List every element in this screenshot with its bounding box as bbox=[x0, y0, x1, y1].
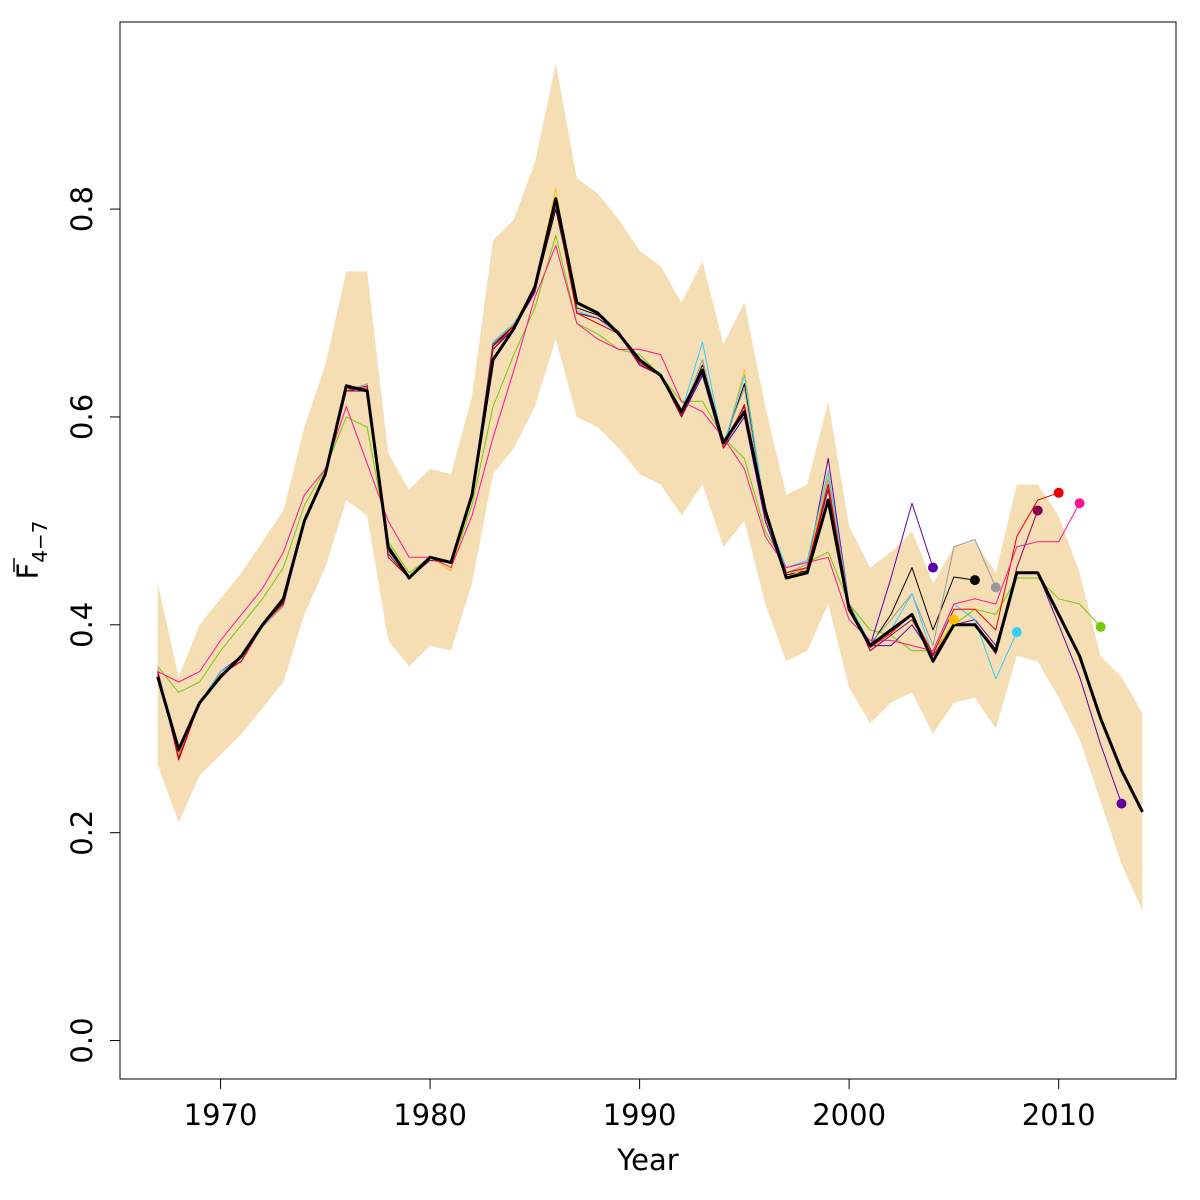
x-tick-label: 2010 bbox=[1022, 1098, 1096, 1132]
series-end-point-9 bbox=[1032, 505, 1043, 516]
x-tick-label: 2000 bbox=[812, 1098, 886, 1132]
x-axis-title: Year bbox=[616, 1143, 678, 1177]
x-tick-label: 1990 bbox=[603, 1098, 677, 1132]
confidence-band bbox=[157, 63, 1143, 911]
svg-text:F4−7: F4−7 bbox=[11, 521, 52, 580]
series-end-point-6 bbox=[990, 582, 1001, 593]
y-axis-title-main: F bbox=[11, 563, 45, 580]
endpoint-marker-layer bbox=[928, 487, 1127, 809]
y-tick-label: 0.4 bbox=[65, 602, 99, 648]
x-tick-label: 1970 bbox=[184, 1098, 258, 1132]
series-end-point-8 bbox=[1011, 627, 1022, 638]
y-axis-title: F4−7 bbox=[11, 521, 52, 580]
x-axis: 1970 1980 1990 2000 2010 bbox=[184, 1078, 1096, 1132]
confidence-band-layer bbox=[157, 63, 1143, 911]
x-tick-label: 1980 bbox=[393, 1098, 467, 1132]
series-end-point-5 bbox=[969, 575, 980, 586]
y-tick-label: 0.2 bbox=[65, 810, 99, 856]
y-axis-title-subscript: 4−7 bbox=[28, 521, 52, 563]
y-tick-label: 0.8 bbox=[65, 186, 99, 232]
series-end-point-2 bbox=[1095, 621, 1106, 632]
series-layer bbox=[156, 187, 1144, 813]
series-end-point-3 bbox=[1116, 798, 1127, 809]
y-tick-label: 0.0 bbox=[65, 1017, 99, 1063]
series-end-point-11 bbox=[1074, 498, 1085, 509]
y-axis: 0.0 0.2 0.4 0.6 0.8 bbox=[65, 186, 121, 1064]
series-end-point-10 bbox=[1053, 487, 1064, 498]
y-tick-label: 0.6 bbox=[65, 394, 99, 440]
series-line-1 bbox=[156, 197, 1144, 813]
series-end-point-4 bbox=[928, 562, 938, 573]
series-end-point-7 bbox=[948, 614, 959, 625]
